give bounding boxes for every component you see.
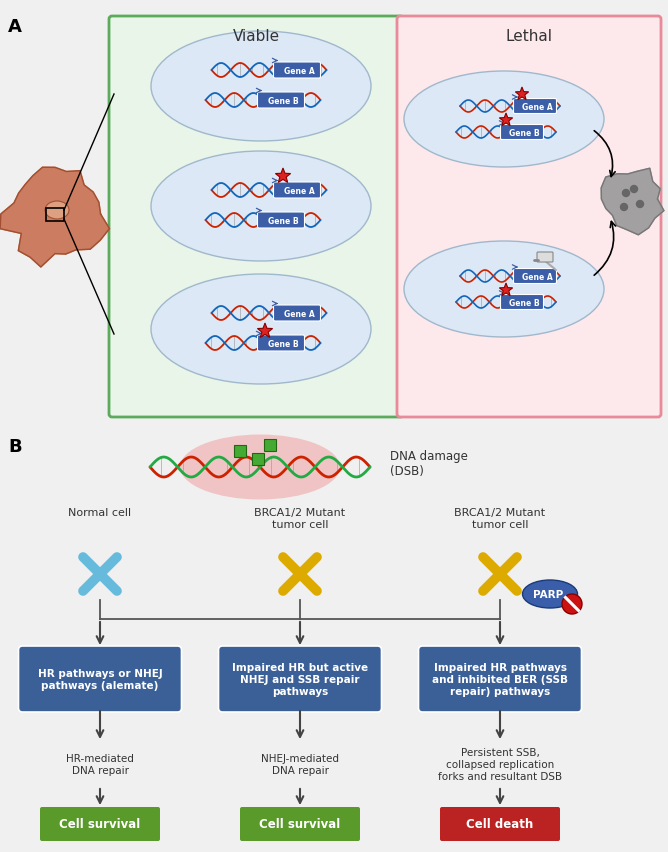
Text: BRCA1/2 Mutant
tumor cell: BRCA1/2 Mutant tumor cell	[255, 508, 345, 529]
Text: DNA damage
(DSB): DNA damage (DSB)	[390, 450, 468, 477]
Ellipse shape	[404, 72, 604, 168]
FancyBboxPatch shape	[257, 93, 305, 109]
FancyBboxPatch shape	[500, 295, 544, 310]
Text: A: A	[8, 18, 22, 36]
FancyBboxPatch shape	[537, 253, 553, 262]
FancyBboxPatch shape	[19, 646, 182, 712]
FancyBboxPatch shape	[514, 269, 556, 285]
Text: HR-mediated
DNA repair: HR-mediated DNA repair	[66, 753, 134, 774]
Bar	[46, 209, 64, 222]
Text: Gene B: Gene B	[509, 298, 539, 307]
Text: Gene B: Gene B	[268, 216, 299, 225]
Text: NHEJ-mediated
DNA repair: NHEJ-mediated DNA repair	[261, 753, 339, 774]
Ellipse shape	[180, 435, 340, 500]
FancyBboxPatch shape	[514, 100, 556, 114]
FancyBboxPatch shape	[257, 336, 305, 352]
Bar	[0, 429, 668, 852]
Circle shape	[631, 187, 637, 193]
Text: Lethal: Lethal	[506, 28, 552, 43]
Polygon shape	[0, 168, 110, 268]
Ellipse shape	[151, 32, 371, 141]
Text: Gene B: Gene B	[268, 96, 299, 106]
Text: BRCA1/2 Mutant
tumor cell: BRCA1/2 Mutant tumor cell	[454, 508, 546, 529]
Circle shape	[637, 201, 643, 208]
Text: Gene B: Gene B	[509, 129, 539, 137]
Text: Impaired HR but active
NHEJ and SSB repair
pathways: Impaired HR but active NHEJ and SSB repa…	[232, 663, 368, 696]
Ellipse shape	[45, 202, 69, 220]
Text: Gene A: Gene A	[284, 187, 315, 195]
Text: Cell survival: Cell survival	[59, 818, 141, 831]
FancyBboxPatch shape	[273, 183, 321, 199]
Ellipse shape	[151, 152, 371, 262]
Ellipse shape	[522, 580, 578, 608]
FancyBboxPatch shape	[218, 646, 381, 712]
Text: Gene A: Gene A	[284, 309, 315, 318]
Text: Normal cell: Normal cell	[68, 508, 132, 517]
Circle shape	[623, 190, 629, 198]
Text: Gene B: Gene B	[268, 339, 299, 348]
Polygon shape	[275, 169, 291, 183]
FancyBboxPatch shape	[40, 807, 160, 841]
Text: Impaired HR pathways
and inhibited BER (SSB
repair) pathways: Impaired HR pathways and inhibited BER (…	[432, 663, 568, 696]
Text: Gene A: Gene A	[522, 272, 552, 281]
FancyBboxPatch shape	[109, 17, 403, 417]
FancyBboxPatch shape	[418, 646, 582, 712]
Circle shape	[621, 204, 627, 211]
Ellipse shape	[404, 242, 604, 337]
Polygon shape	[515, 88, 528, 101]
Text: HR pathways or NHEJ
pathways (alemate): HR pathways or NHEJ pathways (alemate)	[37, 669, 162, 690]
Polygon shape	[601, 169, 664, 235]
FancyBboxPatch shape	[273, 63, 321, 79]
Text: Gene A: Gene A	[522, 102, 552, 112]
FancyBboxPatch shape	[240, 807, 360, 841]
Polygon shape	[500, 114, 512, 126]
Text: Persistent SSB,
collapsed replication
forks and resultant DSB: Persistent SSB, collapsed replication fo…	[438, 747, 562, 780]
Polygon shape	[257, 324, 273, 338]
FancyBboxPatch shape	[500, 125, 544, 141]
Text: Cell survival: Cell survival	[259, 818, 341, 831]
Polygon shape	[500, 284, 512, 296]
Text: Cell death: Cell death	[466, 818, 534, 831]
FancyBboxPatch shape	[397, 17, 661, 417]
FancyBboxPatch shape	[257, 213, 305, 228]
Circle shape	[562, 595, 582, 614]
Text: B: B	[8, 437, 21, 456]
Text: PARP: PARP	[533, 590, 563, 599]
Text: Gene A: Gene A	[284, 66, 315, 76]
FancyBboxPatch shape	[273, 306, 321, 321]
Ellipse shape	[151, 274, 371, 384]
FancyBboxPatch shape	[440, 807, 560, 841]
Text: Viable: Viable	[232, 28, 280, 43]
